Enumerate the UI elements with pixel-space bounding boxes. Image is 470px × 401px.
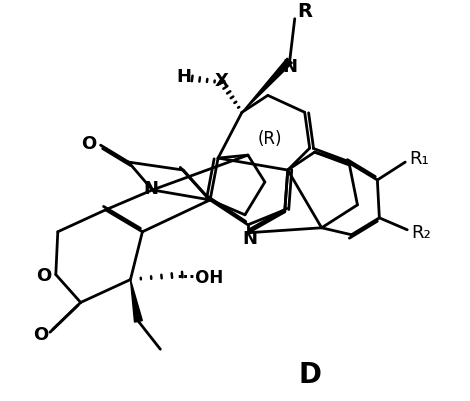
Text: O: O (81, 135, 96, 153)
Text: H: H (177, 68, 192, 86)
Polygon shape (242, 59, 292, 113)
Text: X: X (215, 72, 229, 90)
Text: O: O (36, 266, 52, 284)
Text: N: N (243, 229, 258, 247)
Text: R₂: R₂ (411, 223, 431, 241)
Text: N: N (282, 57, 297, 75)
Text: R₁: R₁ (409, 150, 429, 168)
Text: ···OH: ···OH (177, 268, 224, 286)
Text: R: R (297, 2, 312, 21)
Polygon shape (131, 280, 142, 322)
Text: N: N (143, 180, 158, 197)
Text: O: O (33, 326, 48, 343)
Text: (R): (R) (258, 130, 282, 148)
Text: D: D (298, 360, 321, 388)
